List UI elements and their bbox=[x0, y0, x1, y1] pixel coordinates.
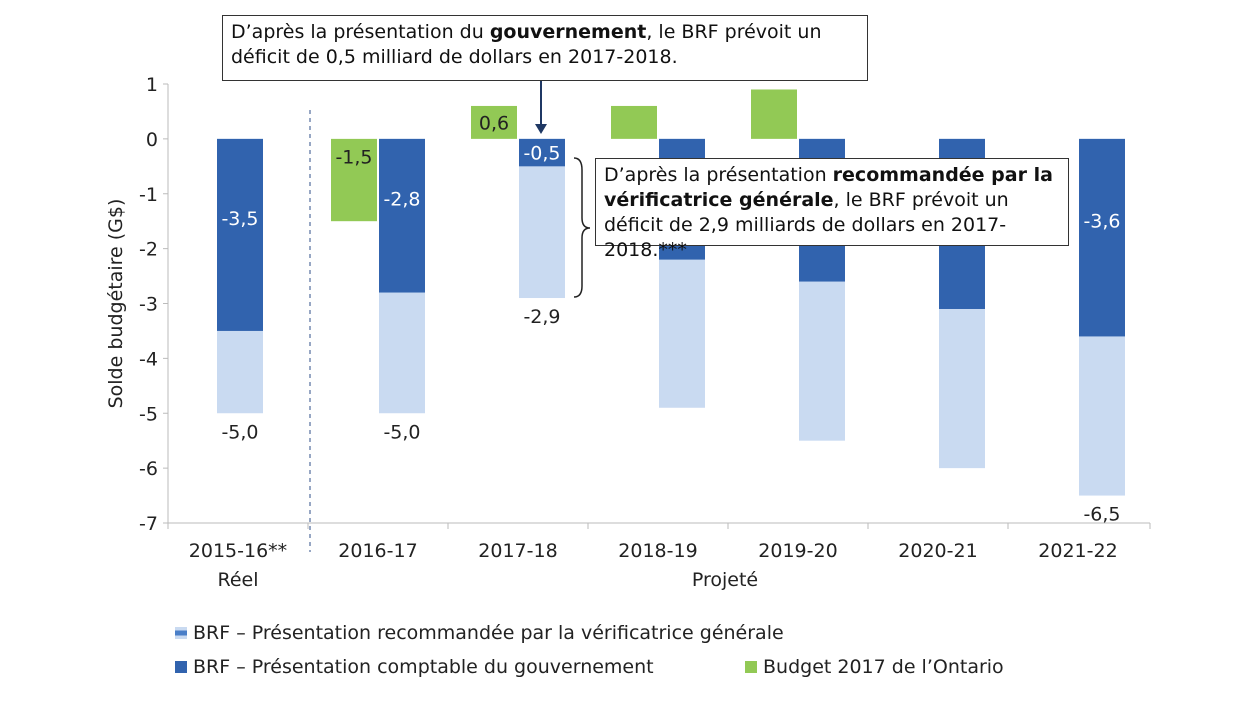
y-tick-label: -4 bbox=[139, 348, 158, 370]
annotation-government: D’après la présentation du gouvernement,… bbox=[222, 15, 868, 81]
annotation-text: D’après la présentation du bbox=[231, 21, 490, 43]
annotation-text: , le BRF prévoit un déficit de 2,9 milli… bbox=[604, 189, 1009, 261]
annotation-auditor: D’après la présentation recommandée par … bbox=[595, 158, 1069, 261]
y-tick-label: -7 bbox=[139, 513, 158, 535]
legend-swatch bbox=[745, 661, 757, 673]
data-label-budget: 0,6 bbox=[479, 112, 509, 134]
data-label-budget: -1,5 bbox=[335, 147, 372, 169]
legend-label: BRF – Présentation recommandée par la vé… bbox=[193, 622, 784, 644]
group-label: Réel bbox=[217, 569, 258, 591]
legend-swatch bbox=[175, 627, 187, 639]
annotation-text: , le BRF prévoit un déficit de 0,5 milli… bbox=[231, 21, 822, 68]
bar-government bbox=[519, 138, 565, 167]
bar-budget bbox=[331, 138, 377, 222]
bar-budget bbox=[611, 105, 657, 139]
y-tick-label: 0 bbox=[146, 129, 158, 151]
y-tick-label: 1 bbox=[146, 74, 158, 96]
legend-item-government: BRF – Présentation comptable du gouverne… bbox=[175, 656, 654, 678]
legend-swatch bbox=[175, 661, 187, 673]
legend-label: BRF – Présentation comptable du gouverne… bbox=[193, 656, 654, 678]
legend-item-budget: Budget 2017 de l’Ontario bbox=[745, 656, 1004, 678]
bar-budget bbox=[751, 89, 797, 139]
x-tick-label: 2017-18 bbox=[478, 540, 557, 562]
arrow-head-icon bbox=[535, 124, 547, 134]
data-label-auditor: -2,9 bbox=[523, 306, 560, 328]
legend-item-auditor: BRF – Présentation recommandée par la vé… bbox=[175, 622, 784, 644]
annotation-bold: recommandée par la vérificatrice général… bbox=[604, 164, 1053, 211]
legend-label: Budget 2017 de l’Ontario bbox=[763, 656, 1004, 678]
y-tick-label: -2 bbox=[139, 239, 158, 261]
bar-government bbox=[379, 138, 425, 293]
y-tick-label: -5 bbox=[139, 403, 158, 425]
data-label-government: -3,6 bbox=[1083, 211, 1120, 233]
annotation-text: D’après la présentation bbox=[604, 164, 833, 186]
bar-budget bbox=[471, 105, 517, 139]
data-label-auditor: -5,0 bbox=[221, 421, 258, 443]
data-label-auditor: -5,0 bbox=[383, 421, 420, 443]
bar-government bbox=[1079, 138, 1125, 337]
annotation-bold: gouvernement bbox=[489, 21, 647, 43]
y-axis-label: Solde budgétaire (G$) bbox=[105, 199, 127, 409]
x-tick-label: 2016-17 bbox=[338, 540, 417, 562]
x-tick-label: 2020-21 bbox=[898, 540, 977, 562]
y-tick-label: -1 bbox=[139, 184, 158, 206]
brace-icon bbox=[573, 157, 591, 298]
x-tick-label: 2019-20 bbox=[758, 540, 837, 562]
data-label-government: -3,5 bbox=[221, 208, 258, 230]
y-tick-label: -3 bbox=[139, 294, 158, 316]
group-label: Projeté bbox=[692, 569, 758, 591]
data-label-auditor: -6,5 bbox=[1083, 504, 1120, 526]
data-label-government: -2,8 bbox=[383, 189, 420, 211]
x-tick-label: 2015-16** bbox=[189, 540, 287, 562]
x-tick-label: 2021-22 bbox=[1038, 540, 1117, 562]
y-tick-label: -6 bbox=[139, 458, 158, 480]
bar-government bbox=[217, 138, 263, 331]
data-label-government: -0,5 bbox=[523, 143, 560, 165]
x-tick-label: 2018-19 bbox=[618, 540, 697, 562]
